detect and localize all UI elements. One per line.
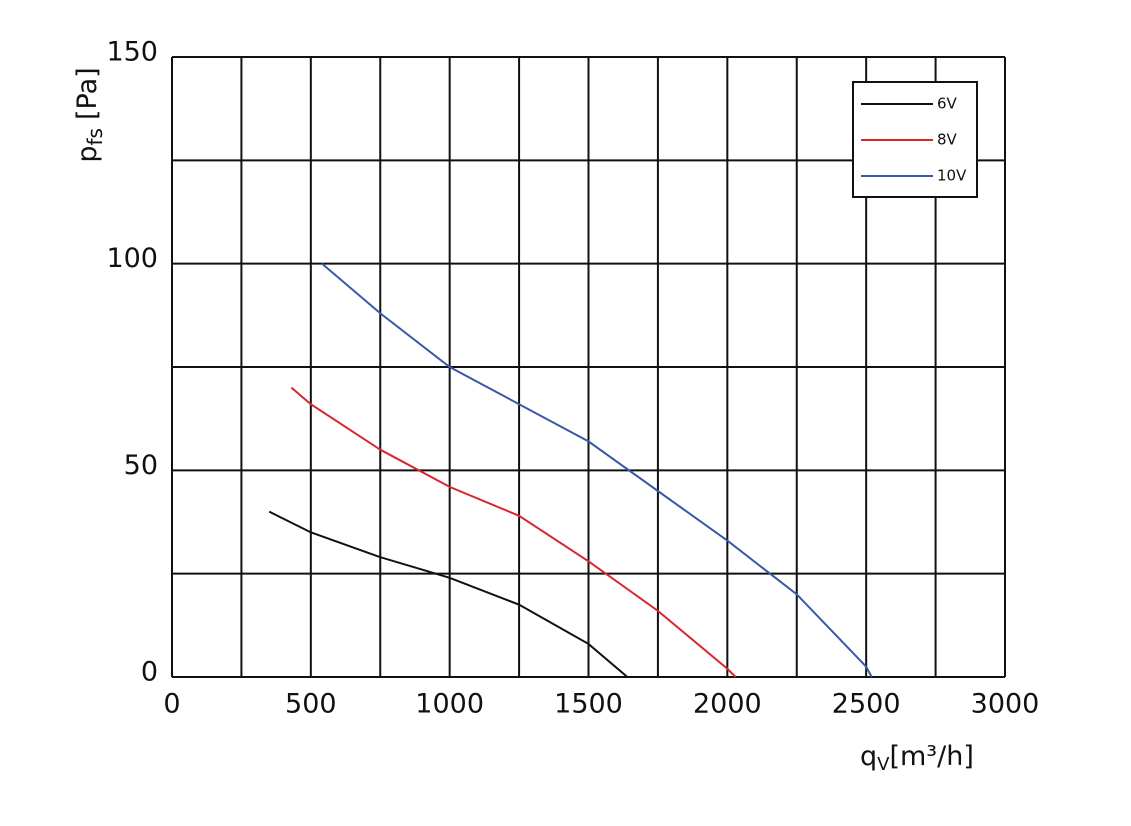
y-tick-label: 100 <box>106 243 158 274</box>
y-label-subscript: fs <box>83 128 107 145</box>
x-tick-label: 0 <box>163 689 180 720</box>
y-tick-label: 150 <box>106 37 158 68</box>
series-line <box>268 510 629 678</box>
x-tick-label: 2500 <box>832 689 901 720</box>
x-tick-label: 1500 <box>554 689 623 720</box>
series-line <box>290 386 737 678</box>
x-tick-label: 3000 <box>971 689 1040 720</box>
legend-label: 6V <box>937 95 958 113</box>
x-label-symbol: q <box>860 741 877 772</box>
x-tick-label: 1000 <box>415 689 484 720</box>
y-tick-label: 50 <box>124 450 158 481</box>
y-tick-label: 0 <box>141 657 158 688</box>
x-label-unit: [m³/h] <box>889 741 973 772</box>
x-tick-label: 500 <box>285 689 337 720</box>
legend-label: 8V <box>937 131 958 149</box>
x-axis-label: qV[m³/h] <box>860 741 974 776</box>
series-line <box>321 262 873 678</box>
y-label-symbol: p <box>72 146 103 163</box>
y-label-unit: [Pa] <box>72 67 103 120</box>
x-tick-label: 2000 <box>693 689 762 720</box>
x-label-subscript: V <box>877 754 890 775</box>
y-axis-label: pfs [Pa] <box>72 67 107 162</box>
legend-label: 10V <box>937 167 967 185</box>
